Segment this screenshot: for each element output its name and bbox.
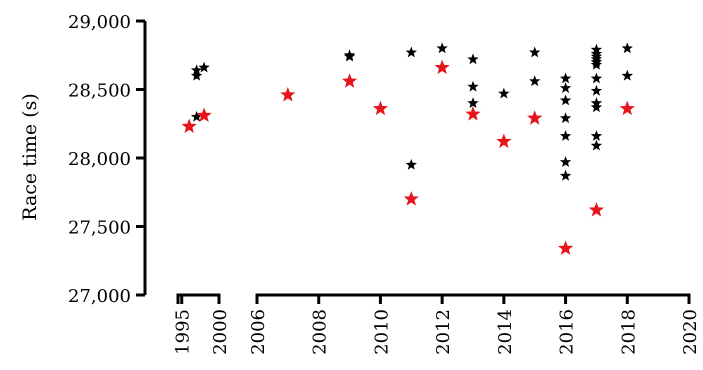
data-point-red-star xyxy=(527,110,543,125)
data-point-black-star xyxy=(590,84,603,96)
y-tick-label: 28,500 xyxy=(68,81,131,102)
data-point-black-star xyxy=(621,42,633,54)
data-point-black-star xyxy=(559,156,572,167)
data-point-black-star xyxy=(559,82,572,93)
data-point-black-star xyxy=(436,42,448,54)
y-tick-label: 27,500 xyxy=(68,218,131,239)
y-axis-title: Race time (s) xyxy=(19,93,41,221)
x-tick-label: 2006 xyxy=(248,309,269,355)
data-point-black-star xyxy=(529,46,541,58)
data-point-black-star xyxy=(405,46,417,58)
x-tick-label: 1995 xyxy=(173,309,194,355)
data-point-black-star xyxy=(190,110,203,122)
data-point-red-star xyxy=(280,86,296,102)
x-tick-label: 2012 xyxy=(433,309,454,355)
data-point-black-star xyxy=(559,72,572,84)
data-point-black-star xyxy=(190,69,203,81)
data-point-black-star xyxy=(405,158,417,170)
data-point-red-star xyxy=(465,106,481,121)
data-point-red-star xyxy=(341,73,358,88)
data-point-black-star xyxy=(559,112,572,124)
data-point-red-star xyxy=(619,100,635,116)
data-point-black-star xyxy=(590,130,603,141)
x-tick-label: 2008 xyxy=(310,309,331,355)
data-point-black-star xyxy=(467,80,479,92)
data-point-red-star xyxy=(496,133,512,149)
data-point-black-star xyxy=(559,94,572,106)
data-point-black-star xyxy=(467,97,479,109)
data-point-red-star xyxy=(588,202,605,217)
data-point-black-star xyxy=(590,58,603,70)
data-point-black-star xyxy=(529,75,541,87)
y-tick-label: 28,000 xyxy=(68,149,131,170)
x-tick-label: 2010 xyxy=(371,309,392,355)
data-point-black-star xyxy=(590,101,603,113)
data-point-black-star xyxy=(190,64,203,76)
data-point-black-star xyxy=(498,87,510,99)
y-tick-label: 29,000 xyxy=(68,12,131,33)
axes: 27,000 27,500 28,000 28,500 29,000 1995 2000 20… xyxy=(68,12,701,355)
data-point-black-star xyxy=(559,169,572,181)
x-tick-label: 2020 xyxy=(680,309,701,355)
x-tick-label: 2016 xyxy=(557,309,578,355)
data-point-black-star xyxy=(198,61,210,73)
data-point-red-star xyxy=(557,240,574,255)
data-point-black-star xyxy=(559,130,572,141)
data-point-black-star xyxy=(343,50,356,62)
data-point-red-star xyxy=(181,118,197,133)
data-point-red-star xyxy=(403,191,419,206)
data-point-black-star xyxy=(590,139,603,151)
x-tick-label: 2000 xyxy=(210,309,231,355)
data-point-red-star xyxy=(434,59,450,75)
data-points xyxy=(181,42,635,255)
data-point-black-star xyxy=(621,69,633,81)
x-tick-label: 2014 xyxy=(495,309,516,355)
data-point-black-star xyxy=(467,53,479,65)
data-point-red-star xyxy=(196,107,212,122)
data-point-black-star xyxy=(590,72,603,84)
x-tick-label: 2018 xyxy=(618,309,639,355)
data-point-red-star xyxy=(372,100,389,116)
y-tick-label: 27,000 xyxy=(68,286,131,307)
